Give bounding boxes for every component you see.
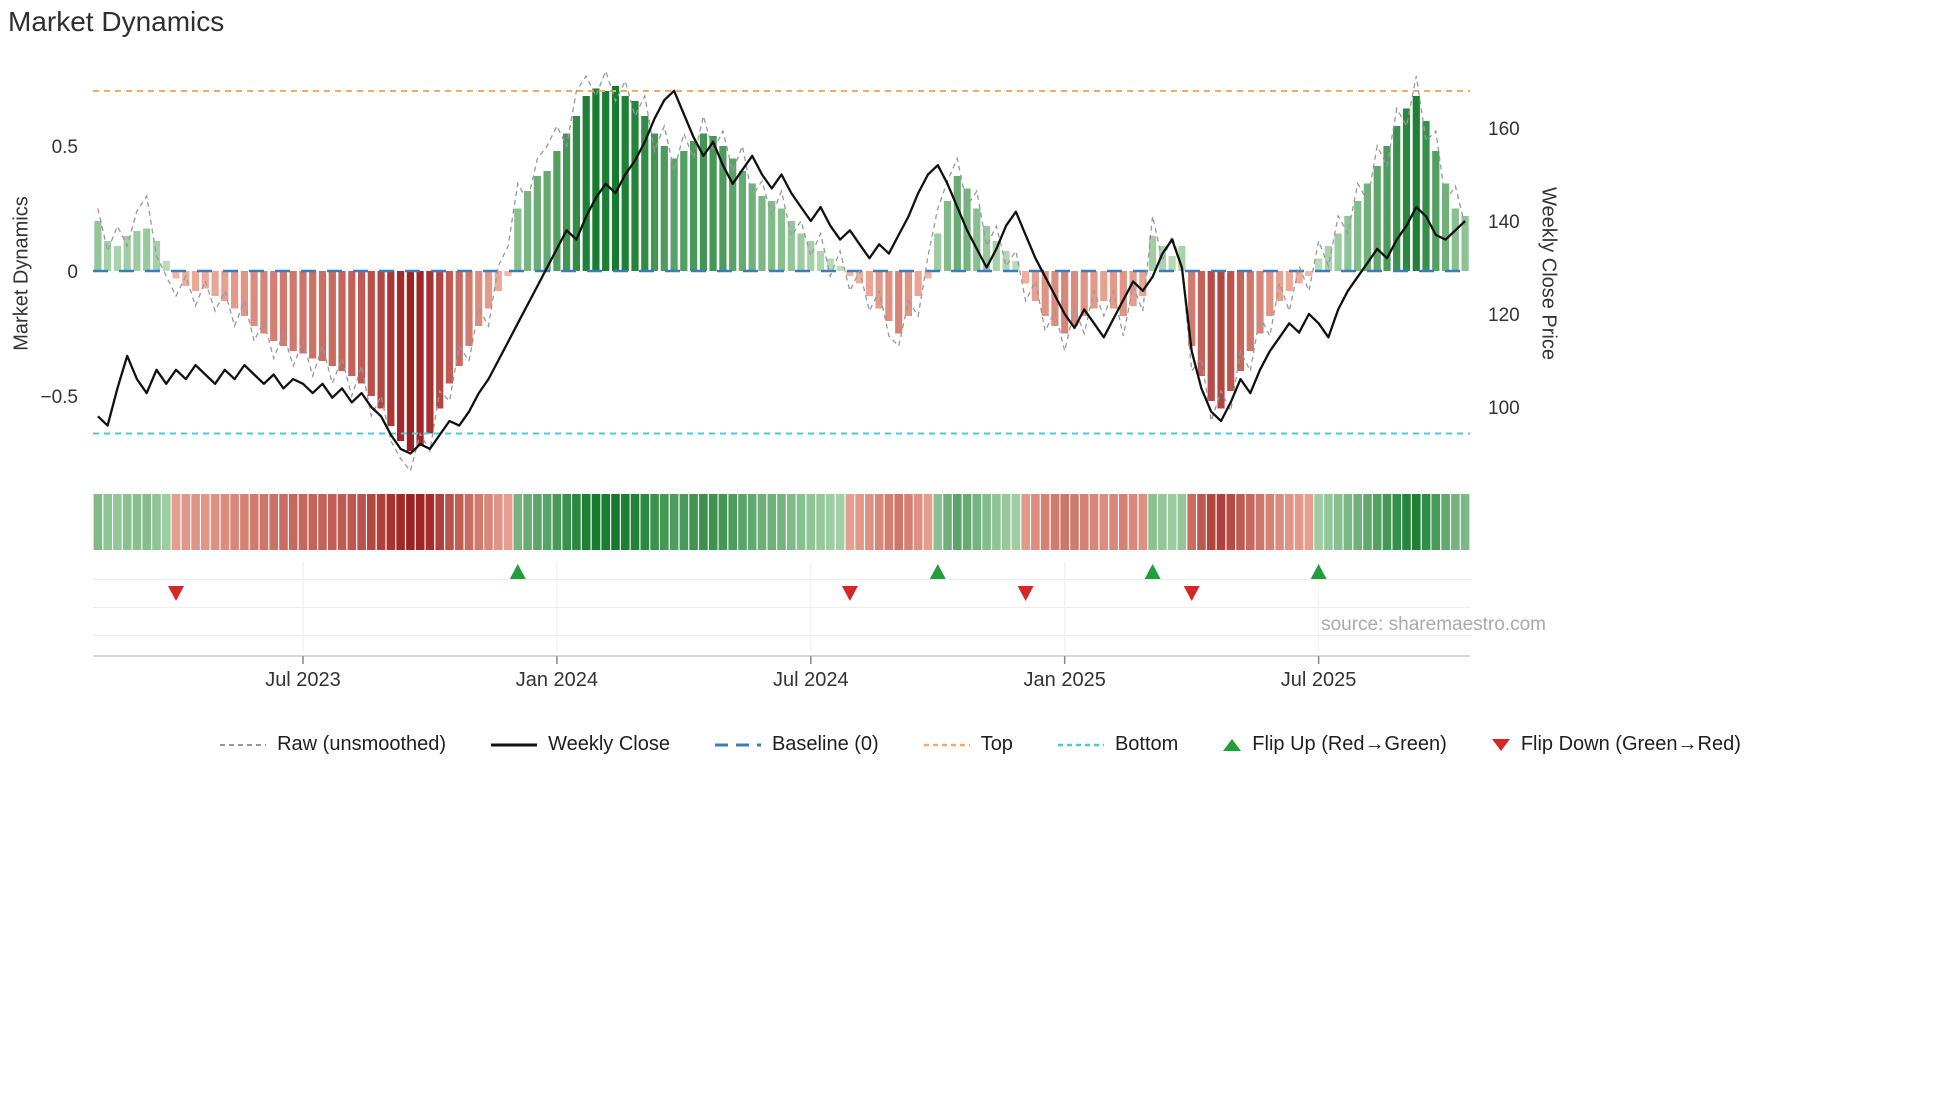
flip-up-triangle-icon	[1223, 738, 1242, 751]
svg-text:−0.5: −0.5	[40, 387, 78, 408]
legend-item-bottom: Bottom	[1057, 733, 1178, 756]
svg-text:160: 160	[1488, 119, 1520, 140]
svg-text:120: 120	[1488, 305, 1520, 326]
bottom-line-icon	[1057, 743, 1104, 746]
flip-down-triangle-icon	[1491, 738, 1510, 751]
legend-label: Flip Up (Red→Green)	[1252, 733, 1447, 755]
legend-label: Weekly Close	[548, 733, 670, 755]
svg-text:0.5: 0.5	[52, 137, 78, 158]
legend: Raw (unsmoothed) Weekly Close Baseline (…	[0, 733, 1960, 756]
legend-item-top: Top	[923, 733, 1013, 756]
svg-text:Jan 2025: Jan 2025	[1024, 669, 1106, 691]
legend-label: Flip Down (Green→Red)	[1520, 733, 1741, 755]
legend-label: Baseline (0)	[771, 733, 879, 755]
weekly-close-line-icon	[491, 743, 538, 746]
legend-label: Bottom	[1114, 733, 1179, 755]
svg-text:100: 100	[1488, 398, 1520, 419]
svg-text:140: 140	[1488, 212, 1520, 233]
chart-canvas: 0.5 0 −0.5 160 140 120 100 Jul 2023 Jan 2024 Jul …	[40, 69, 1520, 691]
svg-text:Jul 2023: Jul 2023	[265, 669, 341, 691]
svg-text:0: 0	[67, 262, 78, 283]
legend-label: Raw (unsmoothed)	[277, 733, 447, 755]
top-line-icon	[923, 743, 970, 746]
legend-item-baseline: Baseline (0)	[714, 733, 879, 756]
svg-text:Jul 2024: Jul 2024	[773, 669, 849, 691]
raw-line-icon	[220, 743, 267, 746]
source-attribution: source: sharemaestro.com	[1321, 614, 1546, 635]
chart-title: Market Dynamics	[8, 6, 225, 37]
svg-text:Jul 2025: Jul 2025	[1281, 669, 1357, 691]
legend-label: Top	[980, 733, 1013, 755]
baseline-line-icon	[714, 743, 761, 746]
legend-item-flip-down: Flip Down (Green→Red)	[1491, 733, 1741, 756]
legend-item-raw: Raw (unsmoothed)	[219, 733, 446, 756]
legend-item-flip-up: Flip Up (Red→Green)	[1222, 733, 1447, 756]
svg-text:Jan 2024: Jan 2024	[516, 669, 598, 691]
legend-item-weekly-close: Weekly Close	[490, 733, 670, 756]
